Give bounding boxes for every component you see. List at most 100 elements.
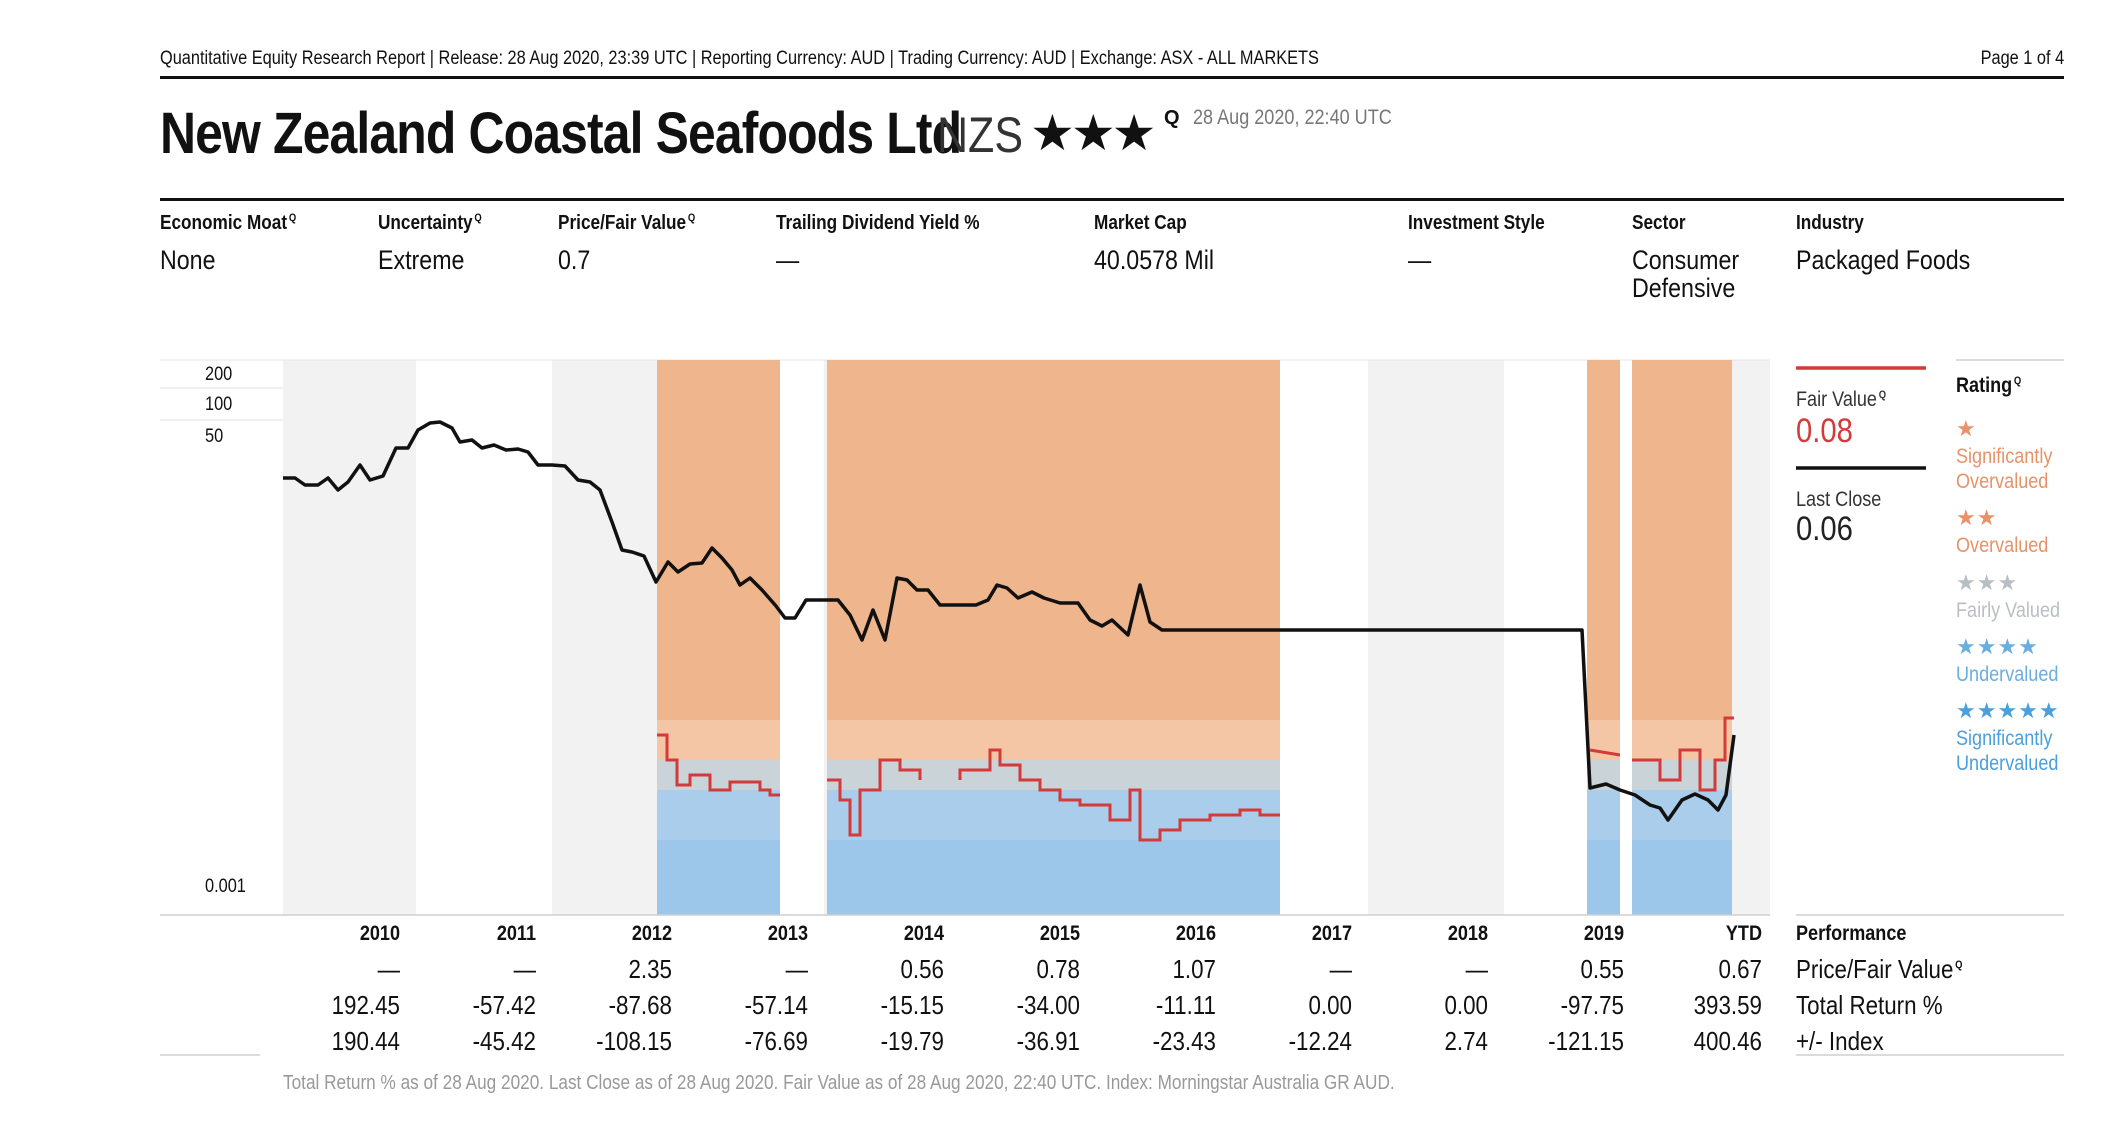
company-name: New Zealand Coastal Seafoods Ltd	[160, 101, 962, 166]
table-cell: 0.55	[1580, 954, 1624, 984]
year-header: 2015	[1039, 922, 1080, 945]
rating-stars-icon: ★★	[1956, 505, 1998, 530]
fair-value-line	[1589, 716, 1734, 792]
rating-stars-icon: ★★★★	[1956, 634, 2039, 659]
stat-value: Extreme	[378, 245, 465, 275]
table-cell: 0.78	[1036, 954, 1080, 984]
table-cell: 2.74	[1444, 1026, 1488, 1056]
last-close-label: Last Close	[1796, 488, 1882, 511]
header-rule	[160, 76, 2064, 79]
rating-band-undervalued	[1587, 840, 1620, 915]
stat-label: Trailing Dividend Yield %	[776, 212, 980, 234]
stat-value: Packaged Foods	[1796, 245, 1971, 275]
table-cell: 393.59	[1693, 990, 1762, 1020]
quantitative-q-icon: Q	[1164, 107, 1180, 129]
table-cell: -97.75	[1560, 990, 1624, 1020]
stat-label: Economic Moat Q	[160, 212, 297, 234]
table-cell: 0.00	[1444, 990, 1488, 1020]
q-icon: Q	[1955, 959, 1963, 972]
table-cell: -57.14	[744, 990, 808, 1020]
fair-value-line	[657, 733, 1280, 842]
page-number: Page 1 of 4	[1980, 48, 2064, 69]
fair-value-value: 0.08	[1796, 412, 1853, 450]
stat-label: Market Cap	[1094, 212, 1187, 234]
table-cell: 400.46	[1693, 1026, 1762, 1056]
year-header: 2010	[359, 922, 400, 945]
table-cell: -34.00	[1016, 990, 1080, 1020]
table-cell: 190.44	[331, 1026, 400, 1056]
table-cell: -76.69	[744, 1026, 808, 1056]
table-cell: -57.42	[472, 990, 536, 1020]
y-tick-label: 50	[205, 426, 224, 447]
rating-band-undervalued	[1632, 840, 1732, 915]
stat-label: Investment Style	[1408, 212, 1545, 234]
footnote: Total Return % as of 28 Aug 2020. Last C…	[283, 1072, 1395, 1094]
rating-stars-icon: ★	[1956, 416, 1977, 441]
stat-label: Sector	[1632, 212, 1686, 234]
year-band	[1368, 360, 1504, 915]
row-label: Price/Fair Value Q	[1796, 954, 1963, 984]
q-icon: Q	[687, 212, 696, 225]
row-label: Total Return %	[1796, 990, 1943, 1020]
table-cell: —	[377, 954, 400, 984]
stat-value: 0.7	[558, 245, 591, 275]
q-icon: Q	[288, 212, 297, 225]
table-cell: -11.11	[1155, 990, 1216, 1020]
rating-label: Fairly Valued	[1956, 599, 2061, 622]
last-close-line	[283, 420, 1736, 822]
y-tick-label: 100	[205, 394, 233, 415]
stat-label: Industry	[1796, 212, 1864, 234]
rating-label: Undervalued	[1956, 663, 2059, 686]
rating-band-undervalued	[657, 840, 780, 915]
stat-label: Uncertainty Q	[378, 212, 482, 234]
rating-date: 28 Aug 2020, 22:40 UTC	[1193, 106, 1392, 129]
table-cell: -87.68	[608, 990, 672, 1020]
table-cell: -36.91	[1016, 1026, 1080, 1056]
stat-value: —	[776, 245, 800, 275]
year-band	[283, 360, 416, 915]
rating-label: Overvalued	[1956, 534, 2049, 557]
year-header: 2017	[1311, 922, 1352, 945]
rating-stars-icon: ★★★★★	[1956, 698, 2060, 723]
table-cell: -45.42	[472, 1026, 536, 1056]
year-header: 2011	[496, 922, 536, 945]
title-rule	[160, 198, 2064, 201]
table-cell: 0.67	[1718, 954, 1762, 984]
report-header-line: Quantitative Equity Research Report | Re…	[160, 48, 1319, 69]
row-label: +/- Index	[1796, 1026, 1884, 1056]
performance-title: Performance	[1796, 922, 1907, 945]
title-row: New Zealand Coastal Seafoods Ltd	[160, 100, 1092, 167]
table-cell: -15.15	[880, 990, 944, 1020]
stat-value: None	[160, 245, 216, 275]
ticker-symbol: NZS	[937, 107, 1023, 163]
last-close-value: 0.06	[1796, 510, 1853, 548]
stat-value: Consumer Defensive	[1632, 245, 1740, 303]
year-header: 2018	[1447, 922, 1488, 945]
table-cell: —	[513, 954, 536, 984]
table-cell: —	[785, 954, 808, 984]
table-cell: 0.00	[1308, 990, 1352, 1020]
y-tick-label: 200	[205, 364, 233, 385]
table-cell: 0.56	[900, 954, 944, 984]
stat-value: —	[1408, 245, 1432, 275]
rating-legend-title: Rating Q	[1956, 374, 2022, 397]
year-header: 2014	[903, 922, 944, 945]
rating-label: Significantly Undervalued	[1956, 727, 2059, 775]
table-cell: 2.35	[628, 954, 672, 984]
stat-label: Price/Fair Value Q	[558, 212, 696, 234]
table-cell: -19.79	[880, 1026, 944, 1056]
table-cell: -108.15	[596, 1026, 672, 1056]
table-cell: -12.24	[1288, 1026, 1352, 1056]
rating-band-undervalued	[827, 840, 1280, 915]
table-cell: 1.07	[1172, 954, 1216, 984]
year-header: YTD	[1725, 922, 1762, 945]
year-header: 2012	[631, 922, 672, 945]
table-cell: -121.15	[1548, 1026, 1624, 1056]
y-tick-label: 0.001	[205, 876, 246, 897]
q-icon: Q	[474, 212, 482, 225]
stat-value: 40.0578 Mil	[1094, 245, 1215, 275]
star-rating: ★★★	[1030, 105, 1157, 161]
year-header: 2013	[767, 922, 808, 945]
fair-value-label: Fair Value Q	[1796, 388, 1887, 411]
